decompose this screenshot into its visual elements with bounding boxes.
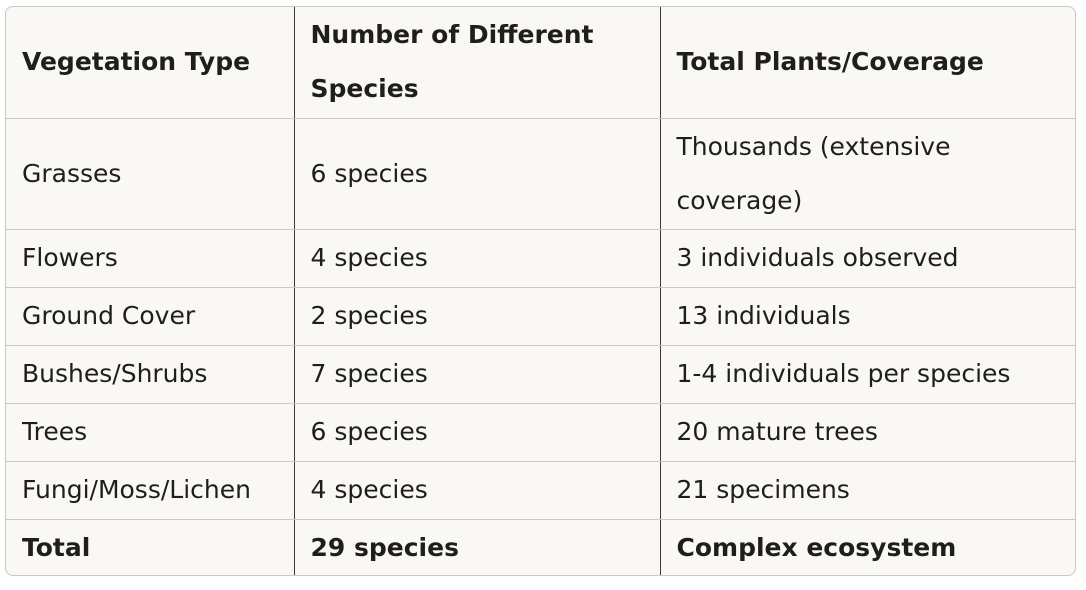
cell-species-count: 7 species [294, 345, 661, 404]
total-species-count: 29 species [294, 519, 661, 575]
cell-vegetation-type: Grasses [6, 118, 295, 230]
cell-vegetation-type: Ground Cover [6, 287, 295, 346]
table-row: Grasses 6 species Thousands (extensive c… [6, 118, 1075, 230]
cell-species-count: 6 species [294, 118, 661, 230]
cell-species-count: 4 species [294, 229, 661, 288]
total-coverage: Complex ecosystem [676, 533, 957, 563]
table-total-row: Total 29 species Complex ecosystem [6, 519, 1075, 575]
cell-species-count: 4 species [294, 461, 661, 520]
header-species-count: Number of Different Species [294, 7, 661, 119]
cell-total-coverage: 13 individuals [660, 287, 1075, 346]
cell-total-coverage: 20 mature trees [660, 403, 1075, 462]
cell-total-coverage: 3 individuals observed [660, 229, 1075, 288]
cell-species-count: 2 species [294, 287, 661, 346]
cell-vegetation-type: Bushes/Shrubs [6, 345, 295, 404]
table-row: Fungi/Moss/Lichen 4 species 21 specimens [6, 461, 1075, 520]
vegetation-table: Vegetation Type Number of Different Spec… [6, 7, 1075, 575]
cell-vegetation-type: Flowers [6, 229, 295, 288]
header-vegetation-type: Vegetation Type [6, 7, 295, 119]
cell-total-coverage: 21 specimens [660, 461, 1075, 520]
table-header-row: Vegetation Type Number of Different Spec… [6, 7, 1075, 119]
table-row: Flowers 4 species 3 individuals observed [6, 229, 1075, 288]
vegetation-table-container: Vegetation Type Number of Different Spec… [5, 6, 1076, 576]
cell-species-count: 6 species [294, 403, 661, 462]
cell-vegetation-type: Fungi/Moss/Lichen [6, 461, 295, 520]
cell-vegetation-type: Trees [6, 403, 295, 462]
table-row: Ground Cover 2 species 13 individuals [6, 287, 1075, 346]
header-total-coverage: Total Plants/Coverage [660, 7, 1075, 119]
cell-total-coverage: 1-4 individuals per species [660, 345, 1075, 404]
table-row: Trees 6 species 20 mature trees [6, 403, 1075, 462]
table-row: Bushes/Shrubs 7 species 1-4 individuals … [6, 345, 1075, 404]
cell-total-coverage: Thousands (extensive coverage) [660, 118, 1075, 230]
total-label: Total [6, 519, 295, 575]
